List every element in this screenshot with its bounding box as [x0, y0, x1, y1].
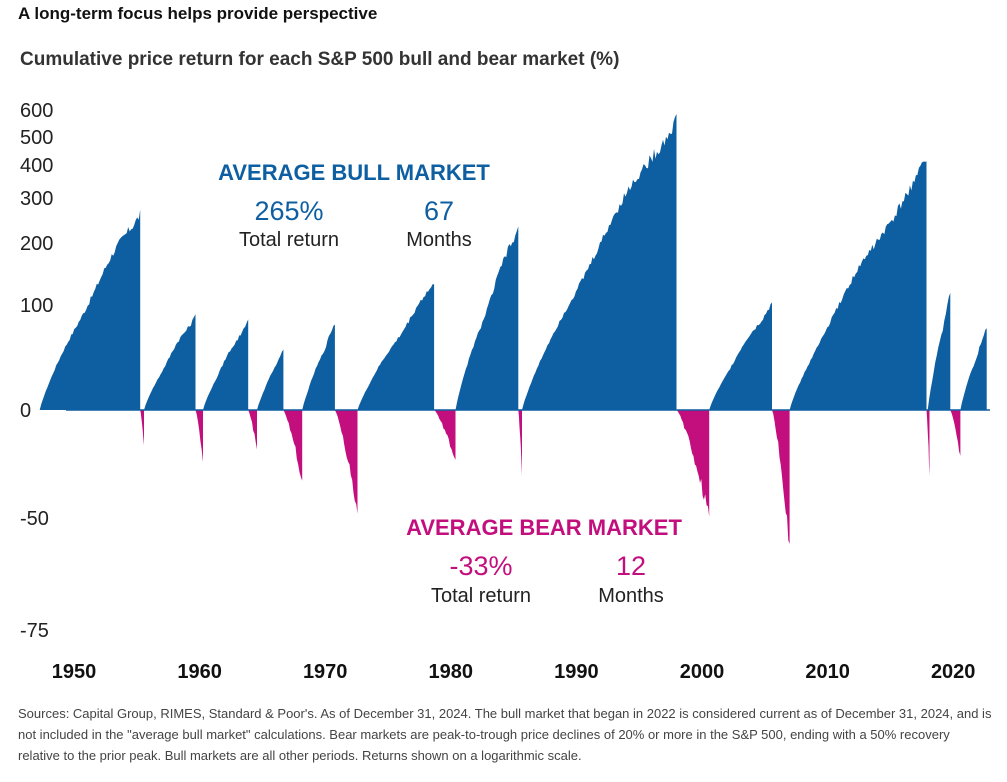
y-axis-ticks: 600 500 400 300 200 100 0 -50 -75	[20, 100, 53, 642]
bear-market-area	[195, 410, 203, 463]
bear-return-value: -33%	[449, 551, 512, 581]
y-tick-label: -50	[20, 508, 49, 530]
bear-market-area	[772, 410, 790, 544]
chart-areas	[39, 114, 987, 544]
bear-market-area	[434, 410, 456, 460]
y-tick-label: 500	[20, 127, 53, 149]
bear-market-area	[676, 410, 710, 517]
y-tick-label: 400	[20, 155, 53, 177]
x-tick-label: 2020	[931, 661, 976, 683]
bull-market-area	[39, 209, 141, 410]
x-tick-label: 1980	[429, 661, 474, 683]
bull-market-area	[522, 114, 677, 410]
bull-market-area	[709, 302, 772, 410]
x-tick-label: 1960	[177, 661, 222, 683]
y-tick-label: 600	[20, 100, 53, 122]
bear-return-label: Total return	[431, 585, 531, 607]
bull-market-area	[789, 161, 927, 410]
bull-market-area	[927, 292, 951, 410]
bear-market-area	[283, 410, 303, 481]
bull-return-label: Total return	[239, 229, 339, 251]
x-axis-ticks: 1950 1960 1970 1980 1990 2000 2010 2020	[52, 661, 976, 683]
bull-return-value: 265%	[254, 196, 323, 226]
x-tick-label: 1970	[303, 661, 348, 683]
bear-annotation-title: AVERAGE BEAR MARKET	[406, 515, 682, 540]
bull-market-area	[455, 226, 519, 410]
bull-market-area	[144, 314, 196, 410]
bear-market-area	[926, 410, 930, 476]
bull-duration-value: 67	[424, 196, 454, 226]
bull-annotation: AVERAGE BULL MARKET 265% Total return 67…	[218, 160, 490, 251]
bear-duration-label: Months	[598, 585, 664, 607]
bull-market-area	[302, 324, 335, 410]
bull-market-area	[203, 319, 249, 410]
source-note: Sources: Capital Group, RIMES, Standard …	[18, 706, 992, 763]
bull-market-area	[257, 349, 284, 410]
bear-market-area	[140, 410, 144, 446]
bear-duration-value: 12	[616, 551, 646, 581]
y-tick-label: 0	[20, 400, 31, 422]
y-tick-label: 100	[20, 295, 53, 317]
y-tick-label: 300	[20, 188, 53, 210]
bear-market-area	[248, 410, 257, 450]
bear-market-area	[334, 410, 358, 514]
bear-annotation: AVERAGE BEAR MARKET -33% Total return 12…	[406, 515, 682, 607]
bear-market-area	[518, 410, 522, 476]
y-tick-label: -75	[20, 620, 49, 642]
headline: A long-term focus helps provide perspect…	[18, 4, 378, 23]
x-tick-label: 2000	[680, 661, 725, 683]
x-tick-label: 2010	[805, 661, 850, 683]
bear-market-area	[950, 410, 961, 456]
bull-market-area	[960, 328, 987, 410]
bull-market-area	[357, 284, 435, 410]
chart-title: Cumulative price return for each S&P 500…	[20, 49, 620, 70]
y-tick-label: 200	[20, 233, 53, 255]
bull-duration-label: Months	[406, 229, 472, 251]
bull-annotation-title: AVERAGE BULL MARKET	[218, 160, 490, 185]
x-tick-label: 1950	[52, 661, 97, 683]
x-tick-label: 1990	[554, 661, 599, 683]
